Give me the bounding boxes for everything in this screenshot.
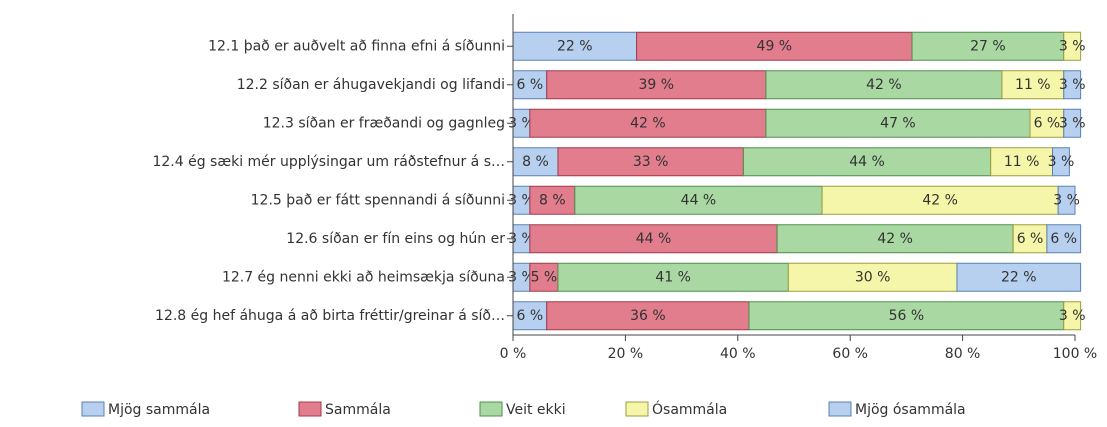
bar-segment xyxy=(765,108,1031,138)
y-tick-label: 12.5 það er fátt spennandi á síðunni xyxy=(251,192,505,208)
bar-segment xyxy=(636,31,913,61)
bar-segment xyxy=(776,224,1014,254)
data-label: 3 % xyxy=(1053,192,1080,208)
data-label: 11 % xyxy=(1015,77,1051,93)
data-label: 22 % xyxy=(1001,269,1037,285)
data-label: 3 % xyxy=(1048,154,1075,170)
data-label: 6 % xyxy=(1017,231,1044,247)
bar-segment xyxy=(956,262,1082,292)
data-label: 3 % xyxy=(508,115,535,131)
data-label: 3 % xyxy=(508,269,535,285)
legend-swatch xyxy=(828,401,852,417)
bar-segment xyxy=(1012,224,1048,254)
x-tick-label: 40 % xyxy=(720,346,756,362)
data-label: 39 % xyxy=(639,77,675,93)
bar-segment xyxy=(546,301,750,331)
data-label: 47 % xyxy=(880,115,916,131)
y-tick-label: 12.6 síðan er fín eins og hún er xyxy=(286,231,505,247)
data-label: 44 % xyxy=(849,154,885,170)
data-label: 6 % xyxy=(517,308,544,324)
bar-segment xyxy=(1046,224,1082,254)
x-tick-label: 100 % xyxy=(1053,346,1097,362)
y-tick-label: 12.4 ég sæki mér upplýsingar um ráðstefn… xyxy=(152,154,505,170)
legend-label: Mjög sammála xyxy=(108,402,210,418)
y-tick-label: 12.1 það er auðvelt að finna efni á síðu… xyxy=(208,38,505,54)
data-label: 27 % xyxy=(970,38,1006,54)
data-label: 3 % xyxy=(508,231,535,247)
data-label: 30 % xyxy=(855,269,891,285)
data-label: 6 % xyxy=(1050,231,1077,247)
legend-label: Mjög ósammála xyxy=(855,402,966,418)
bar-segment xyxy=(1063,301,1082,331)
y-tick-label: 12.7 ég nenni ekki að heimsækja síðuna xyxy=(222,269,505,285)
data-label: 42 % xyxy=(866,77,902,93)
bar-segment xyxy=(1063,70,1082,100)
data-label: 44 % xyxy=(636,231,672,247)
bar-segment xyxy=(821,185,1059,215)
data-label: 42 % xyxy=(877,231,913,247)
data-label: 3 % xyxy=(1059,308,1086,324)
bar-segment xyxy=(557,262,789,292)
y-tick-label: 12.2 síðan er áhugavekjandi og lifandi xyxy=(237,77,505,93)
data-label: 3 % xyxy=(1059,77,1086,93)
x-tick-label: 20 % xyxy=(608,346,644,362)
data-label: 56 % xyxy=(889,308,925,324)
bar-segment xyxy=(1057,185,1076,215)
data-label: 3 % xyxy=(1059,115,1086,131)
legend-swatch xyxy=(81,401,105,417)
legend-swatch xyxy=(479,401,503,417)
y-tick-label: 12.8 ég hef áhuga á að birta fréttir/gre… xyxy=(155,308,505,324)
data-label: 42 % xyxy=(922,192,958,208)
data-label: 49 % xyxy=(757,38,793,54)
data-label: 3 % xyxy=(1059,38,1086,54)
bar-segment xyxy=(1001,70,1065,100)
bar-segment xyxy=(990,147,1054,177)
bar-segment xyxy=(529,224,778,254)
data-label: 8 % xyxy=(522,154,549,170)
legend-label: Veit ekki xyxy=(506,402,566,418)
data-label: 11 % xyxy=(1004,154,1040,170)
bar-segment xyxy=(748,301,1065,331)
bar-segment xyxy=(911,31,1065,61)
legend-swatch xyxy=(298,401,322,417)
data-label: 44 % xyxy=(681,192,717,208)
data-label: 8 % xyxy=(539,192,566,208)
legend-swatch xyxy=(625,401,649,417)
legend-label: Sammála xyxy=(325,402,391,418)
data-label: 22 % xyxy=(557,38,593,54)
bar-segment xyxy=(1063,108,1082,138)
data-label: 3 % xyxy=(508,192,535,208)
data-label: 36 % xyxy=(630,308,666,324)
bar-segment xyxy=(1052,147,1070,177)
bar-segment xyxy=(546,70,767,100)
data-label: 6 % xyxy=(1034,115,1061,131)
bar-segment xyxy=(742,147,992,177)
data-label: 42 % xyxy=(630,115,666,131)
bar-segment xyxy=(787,262,958,292)
bar-segment xyxy=(1063,31,1082,61)
data-label: 41 % xyxy=(655,269,691,285)
data-label: 6 % xyxy=(517,77,544,93)
bar-segment xyxy=(529,262,559,292)
legend-label: Ósammála xyxy=(652,400,727,418)
y-tick-label: 12.3 síðan er fræðandi og gagnleg xyxy=(263,115,505,131)
data-label: 33 % xyxy=(633,154,669,170)
data-label: 5 % xyxy=(531,269,558,285)
x-tick-label: 60 % xyxy=(832,346,868,362)
x-tick-label: 80 % xyxy=(945,346,981,362)
x-tick-label: 0 % xyxy=(500,346,527,362)
